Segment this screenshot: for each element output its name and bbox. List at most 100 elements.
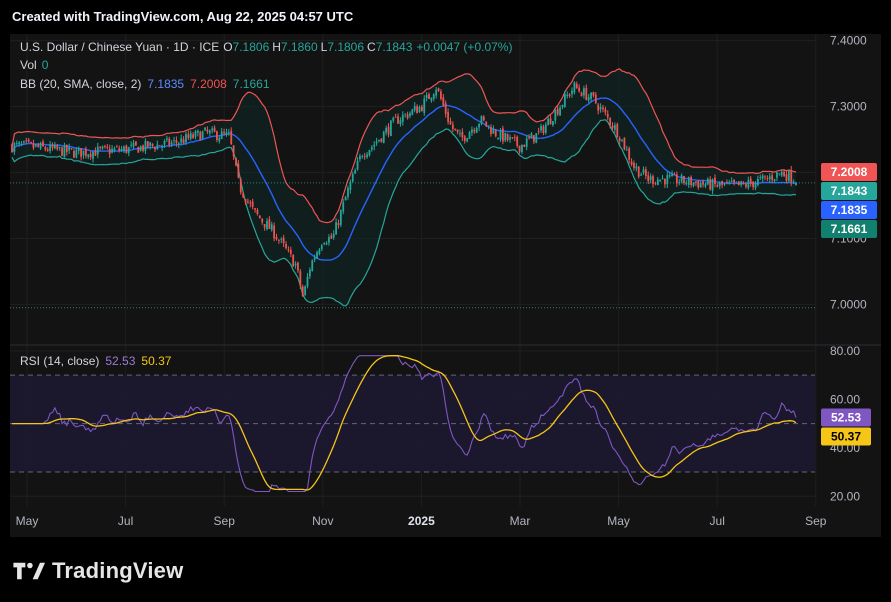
rsi-value: 52.53 [105,354,135,368]
candle-body [144,140,147,151]
candle-body [482,116,485,121]
candle-body [566,94,569,97]
candle-body [25,140,28,142]
candle-body [387,126,390,135]
candle-body [118,148,121,151]
candle-body [671,173,673,177]
candle-body [761,175,764,179]
bb-lower-value: 7.1661 [233,77,270,91]
rsi-legend[interactable]: RSI (14, close) 52.53 50.37 [20,354,172,368]
candle-body [661,178,664,180]
candle-body [420,106,423,112]
candle-body [459,133,461,135]
candle-body [30,142,32,143]
candle-body [294,263,297,266]
ohlc-values: O7.1806 H7.1860 L7.1806 C7.1843 [223,40,413,54]
candle-body [313,257,316,260]
candle-body [94,150,97,156]
candle-body [449,121,452,125]
candle-body [44,147,47,150]
candle-body [137,146,140,153]
candle-body [571,90,573,95]
candle-body [106,146,109,148]
candle-body [771,175,774,181]
candle-body [249,202,252,204]
x-axis-tick: Sep [805,514,827,528]
candle-body [189,133,192,139]
rsi-line [12,355,797,493]
candle-body [437,88,440,91]
candle-body [325,242,328,245]
rsi-axis-tick: 60.00 [830,392,860,406]
candle-body [146,141,149,148]
footer: TradingView [12,556,183,586]
candle-body [108,148,111,155]
rsi-axis-tick: 80.00 [830,344,860,358]
candle-body [292,254,295,267]
candle-body [444,103,447,114]
candle-body [737,181,740,186]
candle-body [418,107,421,112]
candle-body [208,130,211,134]
candle-body [637,166,640,177]
candle-body [177,143,180,145]
candle-body [604,109,607,113]
candle-body [61,147,63,156]
candle-body [46,149,49,151]
candle-body [49,144,52,152]
candle-body [695,181,697,183]
candle-body [361,156,364,158]
candle-body [63,145,66,157]
candle-body [773,179,776,182]
candle-body [154,147,156,150]
candle-body [389,120,392,137]
candle-body [480,115,483,124]
candle-body [354,170,357,174]
candle-body [768,176,771,180]
candle-body [468,132,471,139]
candle-body [728,182,731,184]
candle-body [351,173,354,182]
candle-body [42,141,44,147]
chart-canvas[interactable]: 7.00007.10007.20007.30007.400020.0040.00… [10,34,881,537]
candle-body [342,202,345,212]
symbol-title[interactable]: U.S. Dollar / Chinese Yuan · 1D · ICE O7.… [20,40,512,54]
candle-body [53,144,56,149]
candle-body [613,125,616,130]
candle-body [244,199,247,203]
candle-body [235,157,237,166]
candle-body [92,151,94,159]
candle-body [337,222,340,226]
candle-body [356,161,359,170]
x-axis-tick: Nov [312,514,333,528]
candle-body [299,271,302,287]
candle-body [220,131,223,139]
chart-frame[interactable]: 7.00007.10007.20007.30007.400020.0040.00… [10,34,881,537]
candle-body [82,150,85,156]
candle-body [540,125,542,131]
x-axis-tick: Jul [118,514,133,528]
candle-body [125,145,128,153]
candle-body [740,181,743,185]
bb-legend[interactable]: BB (20, SMA, close, 2) 7.1835 7.2008 7.1661 [20,77,270,91]
candle-body [699,183,702,188]
bollinger-bands [10,68,815,309]
candle-body [647,175,650,182]
candle-body [15,143,18,144]
legend: U.S. Dollar / Chinese Yuan · 1D · ICE O7.… [20,40,512,368]
candle-body [382,131,385,143]
candle-body [461,131,464,138]
candle-body [547,118,550,126]
candle-body [37,144,40,147]
candle-body [404,113,407,115]
candle-body [440,91,442,99]
vol-legend[interactable]: Vol 0 [20,58,49,72]
candle-body [752,181,755,187]
candle-body [575,83,578,89]
x-axis-tick: Mar [510,514,531,528]
candle-body [32,143,35,148]
candle-body [366,154,368,158]
price-badge [821,219,877,238]
candle-body [597,104,600,111]
candle-body [578,87,581,92]
